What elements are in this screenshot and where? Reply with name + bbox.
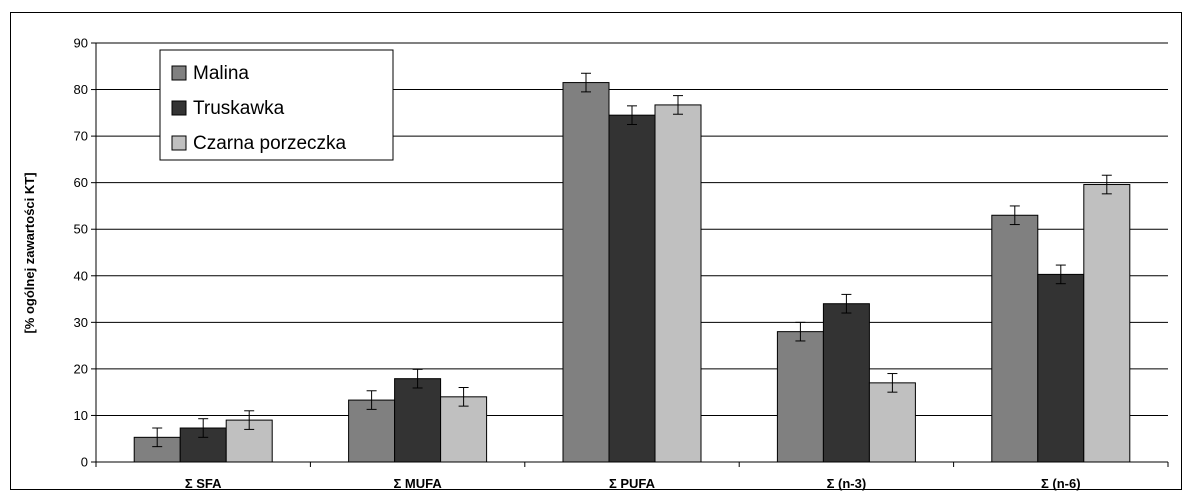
x-tick-label: Σ SFA — [185, 476, 222, 491]
bar — [991, 214, 1039, 463]
bars — [133, 82, 1131, 463]
legend-swatch — [171, 135, 187, 151]
y-tick-label: 90 — [74, 36, 88, 51]
y-tick-label: 50 — [74, 222, 88, 237]
error-bars — [152, 72, 1112, 448]
axes — [91, 42, 1169, 467]
y-tick-label: 30 — [74, 315, 88, 330]
y-tick-labels: 0 10 20 30 40 50 60 70 80 90 — [74, 36, 88, 470]
x-tick-label: Σ MUFA — [393, 476, 442, 491]
y-tick-label: 60 — [74, 175, 88, 190]
x-tick-label: Σ PUFA — [609, 476, 656, 491]
legend-swatch — [171, 100, 187, 116]
bar — [562, 82, 610, 463]
legend-label: Truskawka — [193, 98, 285, 119]
bar — [608, 114, 656, 463]
bar — [776, 331, 824, 463]
bar — [394, 378, 442, 463]
bar — [868, 382, 916, 463]
y-tick-label: 40 — [74, 268, 88, 283]
x-tick-label: Σ (n-3) — [827, 476, 867, 491]
bar — [1083, 184, 1131, 463]
y-tick-label: 20 — [74, 361, 88, 376]
legend-label: Malina — [193, 63, 249, 84]
y-tick-label: 70 — [74, 129, 88, 144]
y-axis-label: [% ogólnej zawartości KT] — [22, 172, 37, 333]
chart-frame — [10, 12, 1182, 490]
y-tick-label: 80 — [74, 82, 88, 97]
legend: Malina Truskawka Czarna porzeczka — [159, 49, 394, 161]
y-tick-label: 10 — [74, 408, 88, 423]
bar — [654, 104, 702, 463]
y-tick-label: 0 — [81, 455, 88, 470]
x-tick-labels: Σ SFA Σ MUFA Σ PUFA Σ (n-3) Σ (n-6) — [185, 476, 1081, 491]
x-tick-label: Σ (n-6) — [1041, 476, 1081, 491]
bar — [440, 396, 488, 463]
bar — [348, 399, 396, 463]
legend-label: Czarna porzeczka — [193, 133, 347, 154]
bar — [1037, 273, 1085, 463]
legend-swatch — [171, 65, 187, 81]
bar — [822, 303, 870, 463]
legend-box — [159, 49, 394, 161]
